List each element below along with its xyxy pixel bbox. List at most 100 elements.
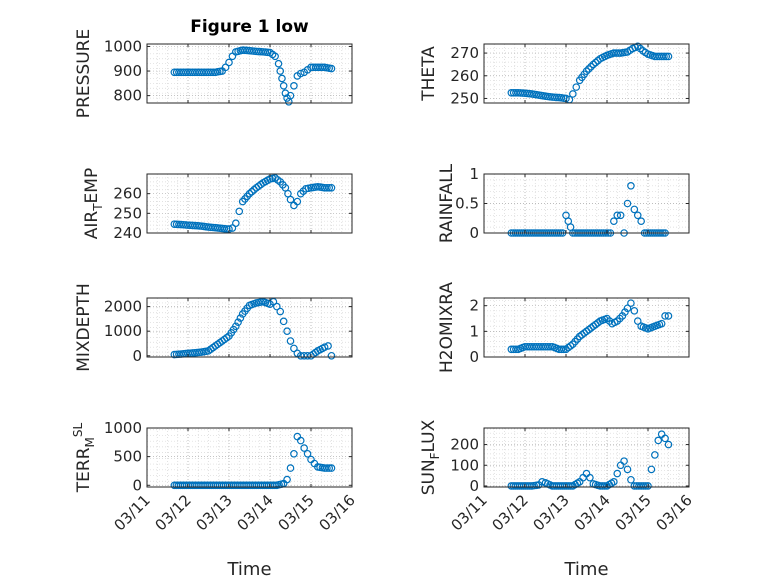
data-point [633,211,642,220]
data-point [630,205,639,214]
data-point [662,52,671,61]
data-point [664,440,673,449]
data-point [300,444,308,452]
data-point [236,314,245,322]
data-point [290,449,298,458]
x-tick-label: 03/13 [530,491,573,534]
subplot-7: 0 500 1000 TERRMSL 03/1103/1203/1303/1403/15… [71,419,359,580]
data-point [559,345,568,354]
axes-box [483,297,690,358]
y-tick-label: 250 [450,89,479,107]
data-point [184,481,193,490]
axes-box [483,427,690,488]
axes-box [483,43,690,104]
y-tick-label: 270 [450,44,479,62]
data-point [605,317,614,325]
y-tick-label: 0 [469,348,479,366]
data-point [225,58,233,67]
chart-title: Figure 1 low [190,17,309,37]
data-point [512,345,520,354]
data-point [573,479,582,488]
x-tick-label: 03/16 [653,491,696,534]
data-point [266,481,275,490]
x-tick-label: 03/11 [111,491,154,534]
data-point [293,197,302,206]
data-point [234,318,242,326]
data-point [205,481,213,490]
y-axis-label: SUNFLUX [419,419,442,495]
data-point [564,343,573,352]
data-point [276,307,285,316]
data-point [325,464,334,472]
data-point [627,299,635,307]
x-tick-label: 03/14 [234,491,277,534]
data-point [232,219,240,227]
y-tick-label: 0 [132,347,142,365]
data-point [243,304,252,313]
data-point [651,451,659,459]
data-point [225,481,234,490]
data-point [610,318,619,327]
data-point [273,302,281,311]
y-tick-label: 0 [469,224,479,242]
data-point [623,199,632,208]
plot-area [147,428,352,487]
data-point [222,225,231,233]
x-axis-label: Time [563,559,608,580]
subplot-1: 800 900 1000 PRESSURE Figure 1 low [74,17,353,118]
y-axis-label: RAINFALL [437,163,457,243]
data-point [627,182,635,190]
tick-marks [146,44,353,103]
x-tick-label: 03/12 [152,491,195,534]
y-tick-label: 250 [113,204,142,222]
data-point [633,317,642,325]
tick-marks [483,44,690,103]
data-point [318,344,327,353]
data-point [578,330,586,339]
data-point [521,482,530,490]
axes-box [146,43,353,104]
series-markers [507,299,673,354]
data-point [620,457,628,465]
series-markers [170,432,336,490]
data-point [636,44,645,53]
data-point [290,81,298,90]
data-point [229,325,238,334]
data-point [274,59,283,68]
data-point [589,60,598,69]
series-markers [507,430,673,490]
y-tick-label: 1000 [104,37,142,55]
data-point [630,307,639,315]
data-point [303,449,312,458]
y-tick-label: 100 [450,456,479,474]
data-point [661,312,669,320]
y-tick-label: 260 [113,185,142,203]
tick-marks [146,298,353,357]
data-point [587,62,595,71]
data-point [235,207,244,216]
data-point [610,217,618,226]
data-point [664,52,673,61]
data-point [613,469,622,478]
data-point [327,183,336,192]
data-point [263,299,272,308]
tick-marks [146,174,353,234]
data-point [552,482,561,490]
subplot-5: 0 1000 2000 MIXDEPTH [74,283,353,372]
data-point [327,351,336,360]
data-point [256,481,265,490]
data-point [559,94,568,102]
series-markers [507,42,673,104]
data-point [598,482,607,490]
data-point [655,320,664,329]
data-point [566,342,575,350]
data-point [648,323,657,331]
data-point [296,436,305,445]
data-point [279,181,287,189]
data-point [250,185,258,194]
y-tick-label: 500 [113,448,142,466]
data-point [323,464,331,472]
data-point [557,345,566,354]
x-axis-label: Time [226,559,271,580]
y-tick-label: 260 [450,67,479,85]
